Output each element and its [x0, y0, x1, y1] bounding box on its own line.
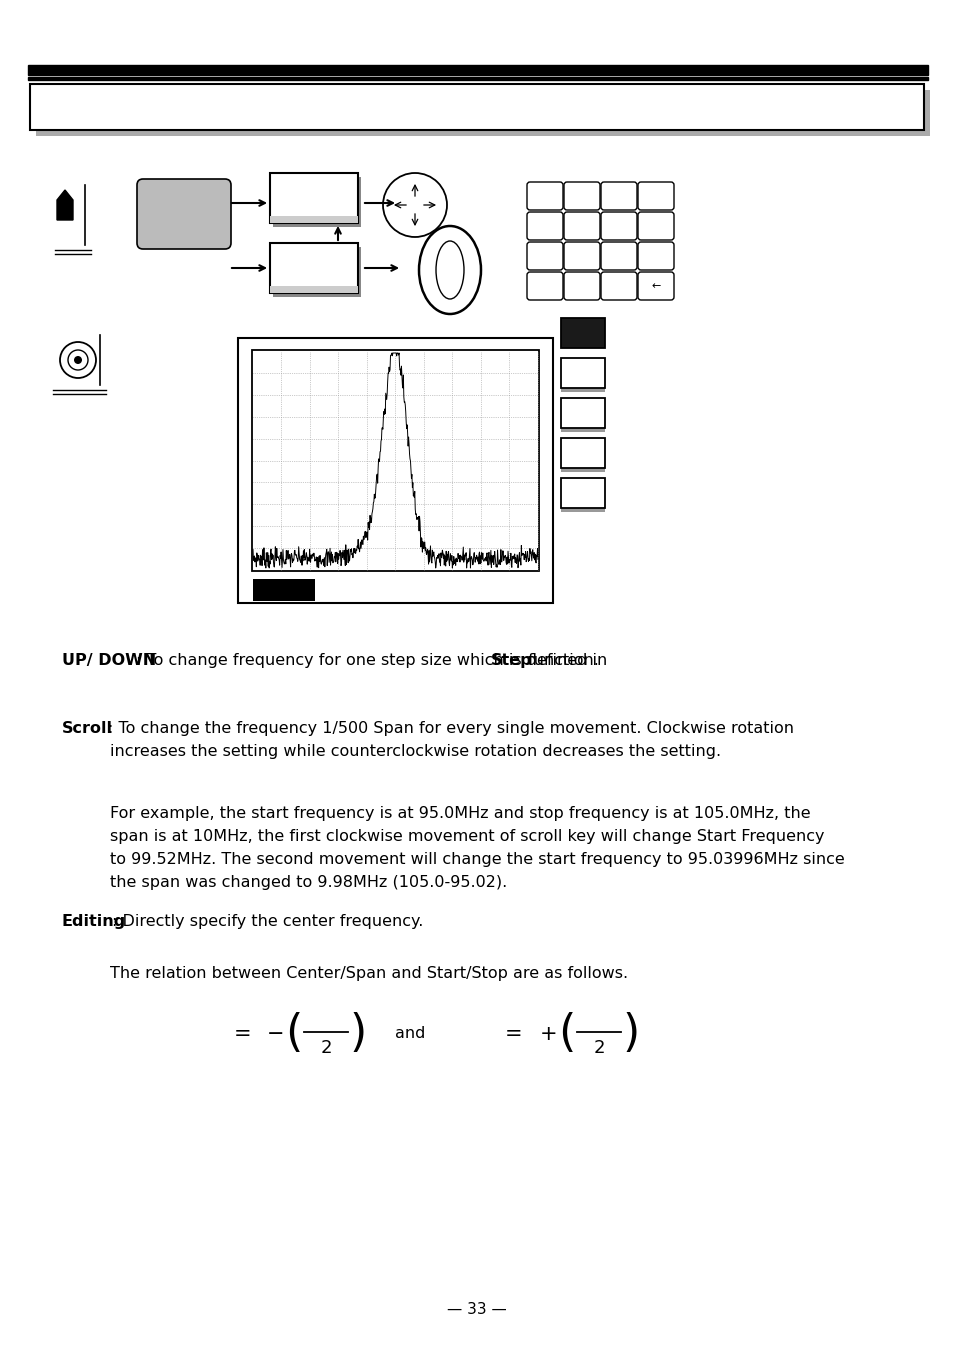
Bar — [30, 84, 923, 130]
Text: 2: 2 — [593, 1039, 604, 1056]
Bar — [28, 65, 927, 76]
Bar — [270, 243, 357, 293]
Bar — [560, 438, 604, 467]
Text: The relation between Center/Span and Start/Stop are as follows.: The relation between Center/Span and Sta… — [110, 966, 627, 981]
Text: Scroll: Scroll — [62, 721, 112, 736]
Bar — [560, 358, 604, 388]
FancyBboxPatch shape — [600, 242, 637, 270]
Text: increases the setting while counterclockwise rotation decreases the setting.: increases the setting while counterclock… — [110, 744, 720, 759]
Bar — [252, 350, 538, 571]
FancyBboxPatch shape — [563, 272, 599, 300]
FancyBboxPatch shape — [563, 242, 599, 270]
Text: (: ( — [558, 1012, 575, 1055]
Bar — [270, 286, 357, 293]
Bar — [560, 317, 604, 349]
Bar — [560, 399, 604, 428]
FancyBboxPatch shape — [563, 212, 599, 240]
FancyBboxPatch shape — [563, 182, 599, 209]
Text: =: = — [505, 1024, 522, 1044]
FancyBboxPatch shape — [638, 182, 673, 209]
Bar — [270, 216, 357, 223]
Polygon shape — [57, 190, 73, 220]
Circle shape — [74, 357, 82, 363]
Text: the span was changed to 9.98MHz (105.0-95.02).: the span was changed to 9.98MHz (105.0-9… — [110, 875, 507, 890]
Text: ): ) — [349, 1012, 366, 1055]
Bar — [273, 247, 360, 297]
Text: For example, the start frequency is at 95.0MHz and stop frequency is at 105.0MHz: For example, the start frequency is at 9… — [110, 807, 810, 821]
Bar — [560, 508, 604, 512]
FancyBboxPatch shape — [638, 212, 673, 240]
FancyBboxPatch shape — [526, 212, 562, 240]
Text: UP/ DOWN: UP/ DOWN — [62, 653, 156, 667]
Text: function.: function. — [522, 653, 598, 667]
Text: span is at 10MHz, the first clockwise movement of scroll key will change Start F: span is at 10MHz, the first clockwise mo… — [110, 830, 823, 844]
Text: Step: Step — [491, 653, 532, 667]
Text: to 99.52MHz. The second movement will change the start frequency to 95.03996MHz : to 99.52MHz. The second movement will ch… — [110, 852, 843, 867]
Bar — [560, 388, 604, 392]
Text: — 33 —: — 33 — — [447, 1301, 506, 1316]
FancyBboxPatch shape — [638, 272, 673, 300]
Text: Editing: Editing — [62, 915, 126, 929]
FancyBboxPatch shape — [600, 212, 637, 240]
Text: ): ) — [621, 1012, 639, 1055]
FancyBboxPatch shape — [526, 182, 562, 209]
Text: =: = — [233, 1024, 252, 1044]
Text: : Directly specify the center frequency.: : Directly specify the center frequency. — [112, 915, 423, 929]
Bar — [36, 91, 929, 136]
Bar — [560, 428, 604, 432]
FancyBboxPatch shape — [638, 242, 673, 270]
Bar — [28, 77, 927, 80]
Text: 2: 2 — [320, 1039, 332, 1056]
Text: : To change the frequency 1/500 Span for every single movement. Clockwise rotati: : To change the frequency 1/500 Span for… — [108, 721, 793, 736]
Text: : To change frequency for one step size which is defined in: : To change frequency for one step size … — [136, 653, 612, 667]
FancyBboxPatch shape — [137, 178, 231, 249]
FancyBboxPatch shape — [526, 272, 562, 300]
Text: −: − — [267, 1024, 284, 1044]
FancyBboxPatch shape — [526, 242, 562, 270]
FancyBboxPatch shape — [600, 182, 637, 209]
Text: +: + — [539, 1024, 558, 1044]
Bar — [560, 478, 604, 508]
FancyBboxPatch shape — [600, 272, 637, 300]
Text: and: and — [395, 1027, 425, 1042]
Bar — [253, 580, 314, 601]
Text: ←: ← — [651, 281, 660, 290]
Bar — [560, 467, 604, 471]
Bar — [270, 173, 357, 223]
Bar — [273, 177, 360, 227]
Bar — [237, 338, 553, 603]
Text: (: ( — [285, 1012, 302, 1055]
